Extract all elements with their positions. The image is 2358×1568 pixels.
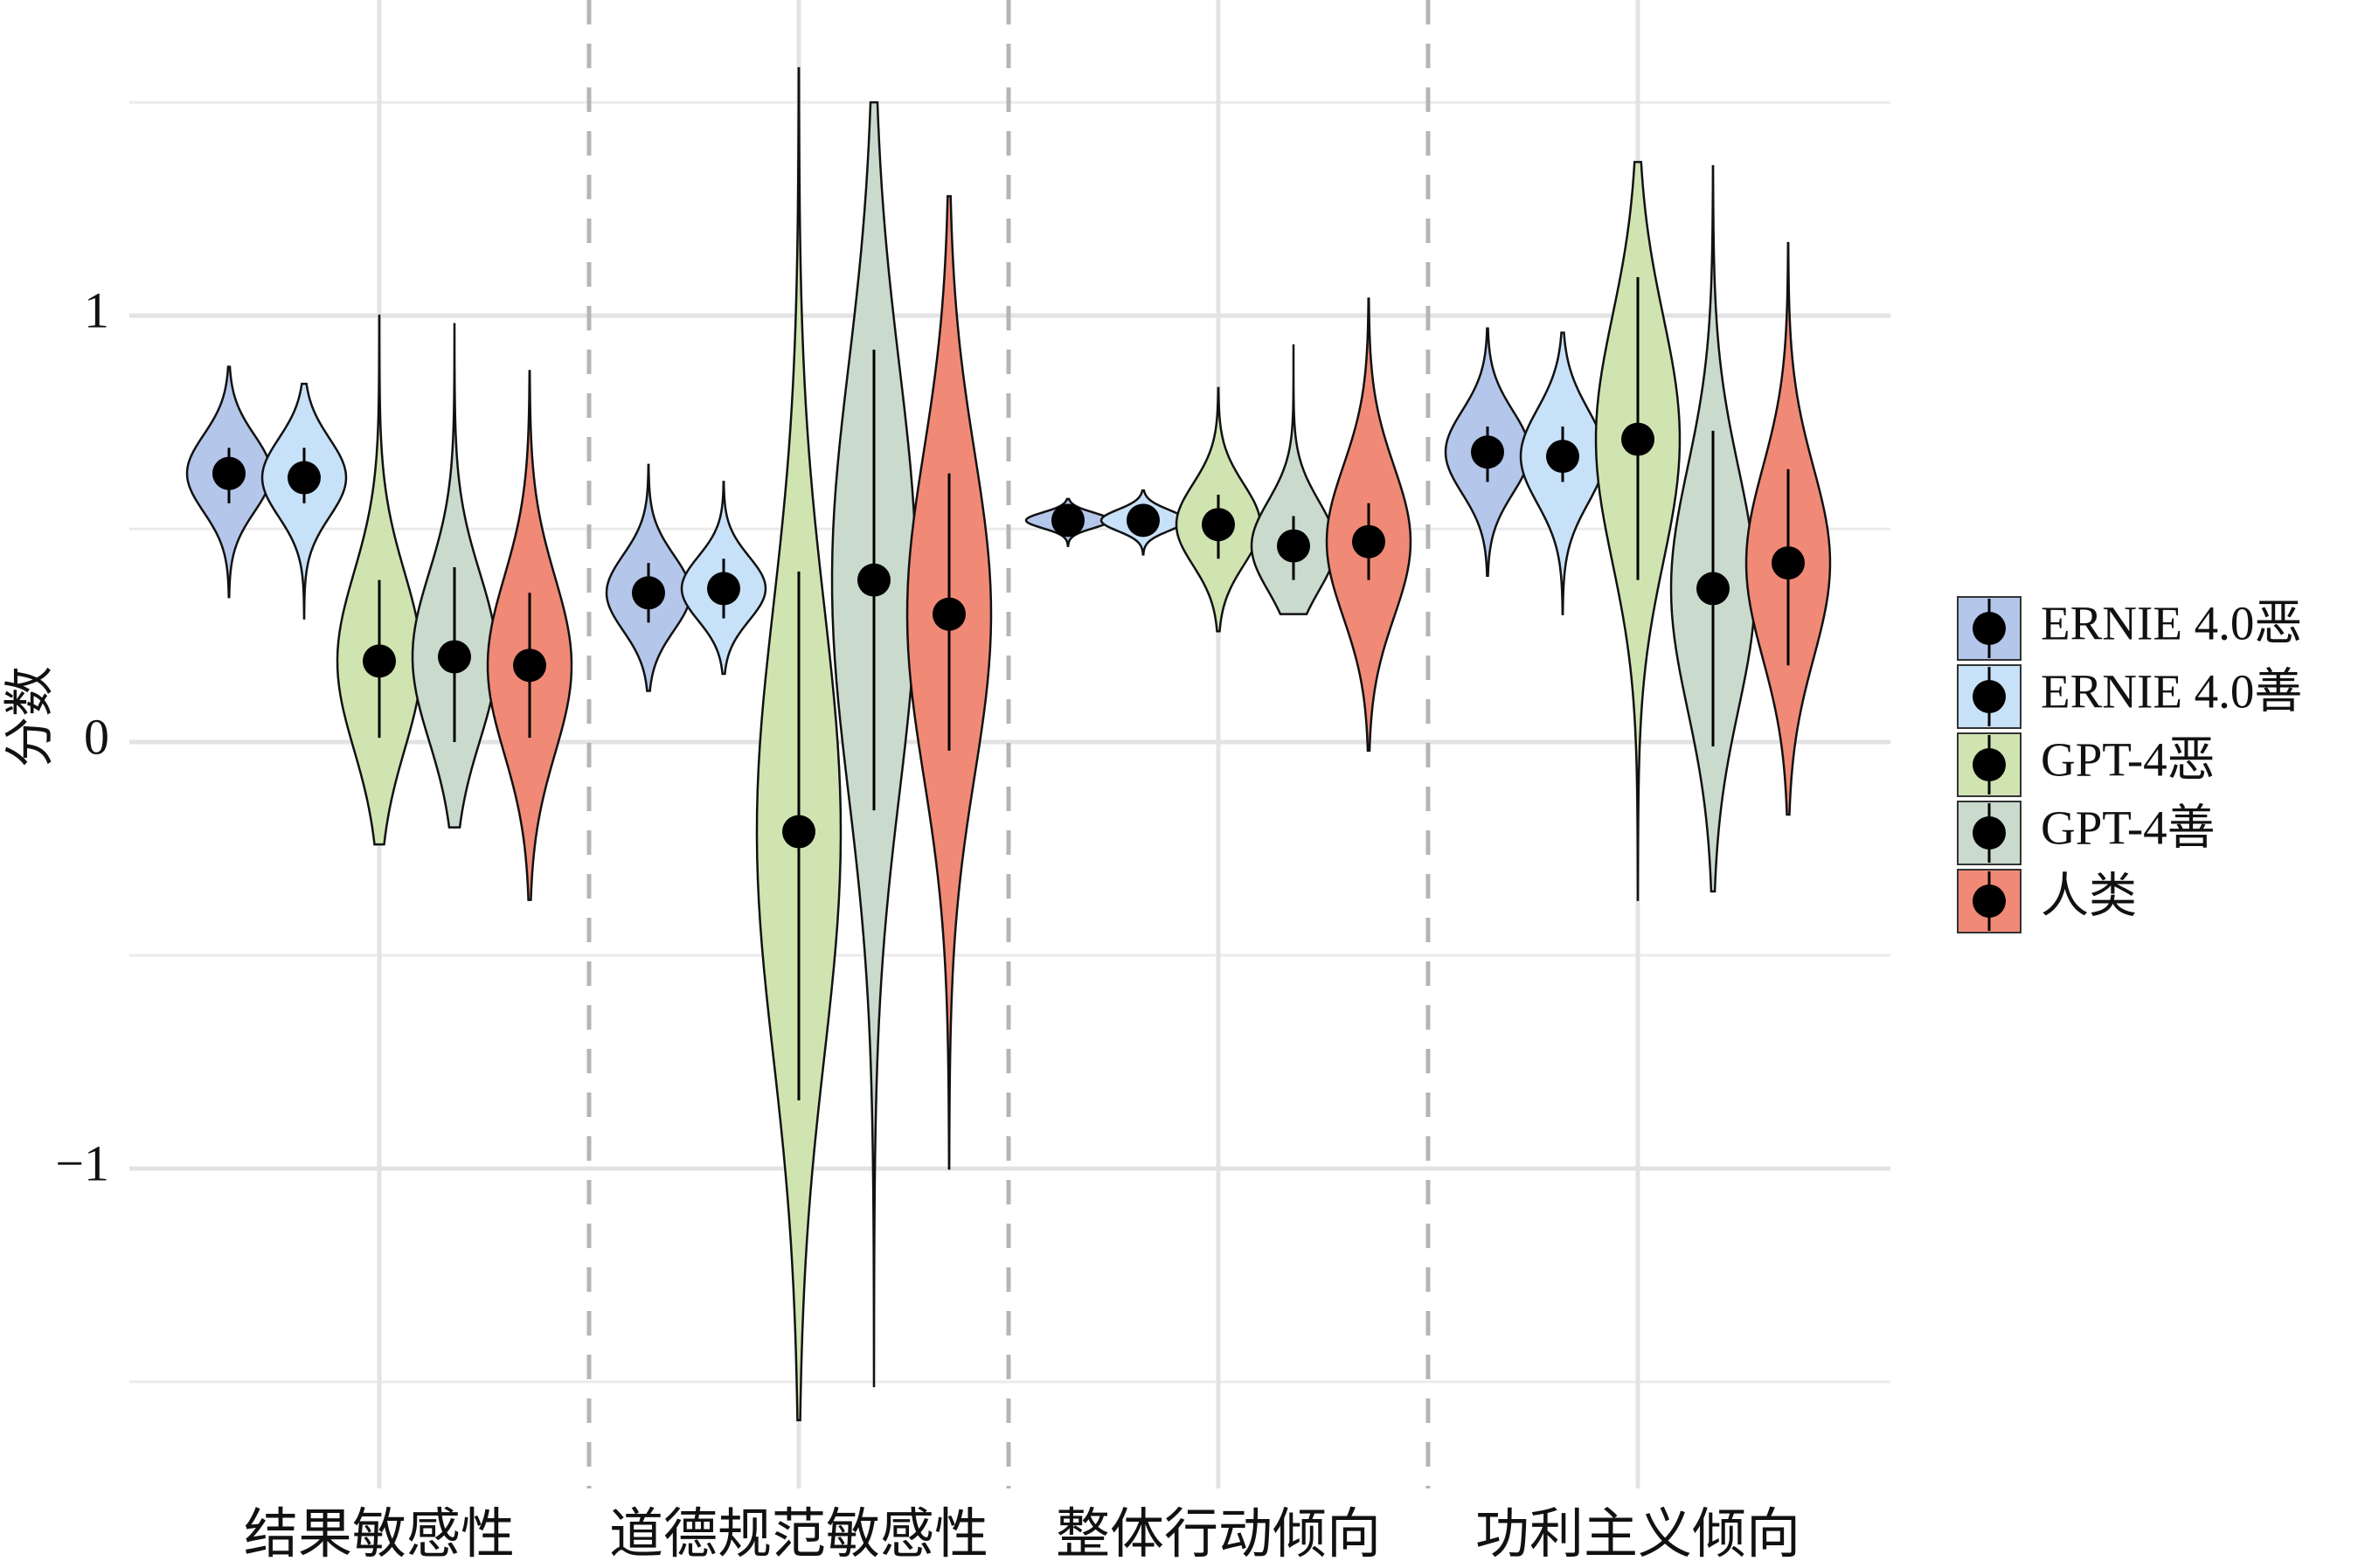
mean-point bbox=[707, 572, 740, 606]
mean-point bbox=[782, 815, 815, 849]
mean-point bbox=[857, 563, 891, 597]
y-axis-label: 分数 bbox=[1, 666, 58, 767]
mean-point bbox=[513, 649, 546, 683]
mean-point bbox=[288, 461, 321, 495]
x-tick-label: 结果敏感性 bbox=[244, 1505, 515, 1565]
mean-point bbox=[438, 640, 471, 674]
legend-key-dot bbox=[1973, 816, 2006, 850]
mean-point bbox=[933, 597, 966, 631]
legend-label: 人类 bbox=[2041, 870, 2137, 923]
legend-label: GPT-4恶 bbox=[2041, 733, 2216, 787]
mean-point bbox=[363, 644, 396, 678]
x-tick-label: 整体行动倾向 bbox=[1056, 1505, 1381, 1565]
mean-point bbox=[1352, 524, 1385, 559]
mean-point bbox=[1471, 435, 1504, 469]
mean-point bbox=[1621, 422, 1654, 456]
y-tick-label: 1 bbox=[84, 281, 109, 338]
mean-point bbox=[212, 456, 246, 490]
legend-key-dot bbox=[1973, 885, 2006, 918]
x-tick-label: 道德规范敏感性 bbox=[609, 1505, 988, 1565]
legend-key-dot bbox=[1973, 748, 2006, 781]
mean-point bbox=[1546, 440, 1579, 474]
x-tick-label: 功利主义倾向 bbox=[1475, 1505, 1800, 1565]
mean-point bbox=[1202, 508, 1235, 542]
legend-key-dot bbox=[1973, 612, 2006, 645]
mean-point bbox=[1772, 546, 1805, 580]
mean-point bbox=[1696, 572, 1730, 606]
y-tick-label: −1 bbox=[55, 1134, 109, 1191]
legend-label: ERNIE 4.0善 bbox=[2041, 665, 2302, 718]
legend-key-dot bbox=[1973, 680, 2006, 713]
legend-label: GPT-4善 bbox=[2041, 801, 2216, 855]
mean-point bbox=[632, 576, 665, 610]
legend-label: ERNIE 4.0恶 bbox=[2041, 597, 2302, 650]
mean-point bbox=[1127, 503, 1160, 538]
mean-point bbox=[1277, 529, 1310, 563]
y-tick-label: 0 bbox=[84, 708, 109, 765]
mean-point bbox=[1051, 503, 1085, 538]
